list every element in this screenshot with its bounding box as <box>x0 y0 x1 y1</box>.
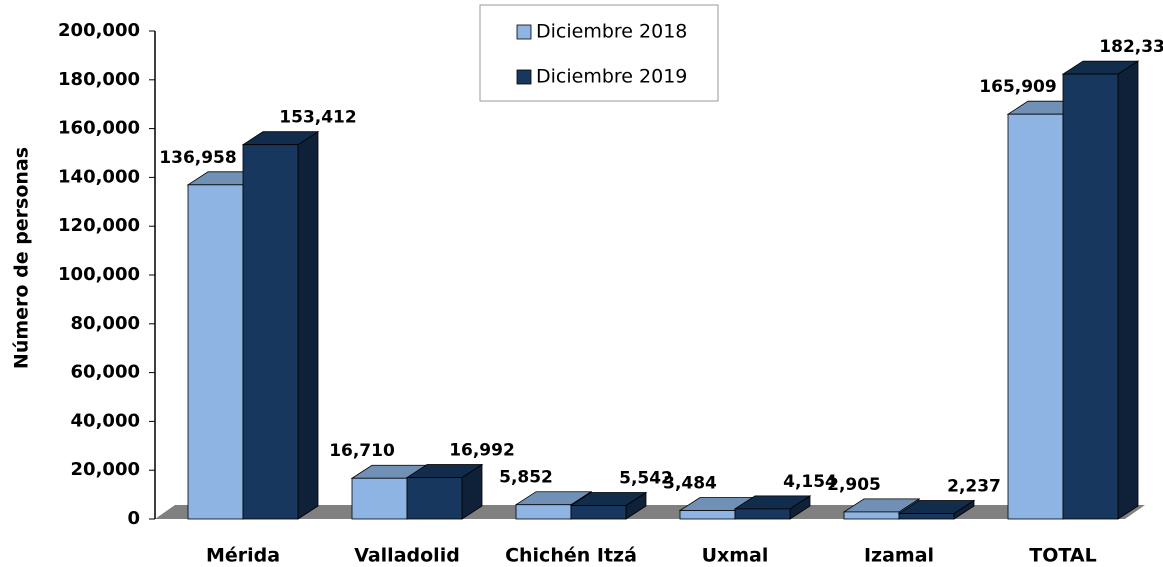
bar <box>570 505 627 520</box>
value-label: 165,909 <box>979 77 1056 97</box>
value-label: 5,852 <box>499 468 553 488</box>
value-label: 5,542 <box>619 468 673 488</box>
bar <box>242 144 299 520</box>
y-tick-label: 120,000 <box>58 215 140 236</box>
bar-side <box>1117 60 1139 520</box>
legend-label: Diciembre 2018 <box>536 21 687 43</box>
bar <box>406 477 463 520</box>
x-tick-label: Izamal <box>864 545 934 567</box>
y-tick-label: 200,000 <box>58 20 140 41</box>
y-tick-label: 180,000 <box>58 69 140 90</box>
bar <box>898 513 955 520</box>
x-tick-label: Valladolid <box>354 545 460 567</box>
x-tick-label: TOTAL <box>1029 545 1096 567</box>
value-label: 2,237 <box>947 477 1001 497</box>
value-label: 4,154 <box>783 472 837 492</box>
x-tick-label: Mérida <box>206 545 280 567</box>
legend-swatch <box>516 69 532 85</box>
bar <box>843 511 900 520</box>
bar <box>187 184 244 520</box>
bar <box>1062 73 1119 520</box>
y-tick-label: 140,000 <box>58 166 140 187</box>
x-tick-label: Chichén Itzá <box>505 545 637 567</box>
y-tick-label: 20,000 <box>71 459 140 480</box>
y-axis-label: Número de personas <box>11 147 33 369</box>
value-label: 136,958 <box>159 148 236 168</box>
bar <box>734 508 791 520</box>
y-tick-label: 40,000 <box>71 410 140 431</box>
bar-side <box>297 130 319 520</box>
value-label: 16,992 <box>449 441 515 461</box>
value-label: 182,337 <box>1099 37 1163 57</box>
legend-label: Diciembre 2019 <box>536 66 687 88</box>
y-tick-label: 0 <box>127 508 140 529</box>
bar <box>351 477 408 520</box>
value-label: 16,710 <box>329 441 395 461</box>
bar <box>1007 113 1064 520</box>
x-tick-label: Uxmal <box>702 545 769 567</box>
y-tick-label: 160,000 <box>58 118 140 139</box>
value-label: 153,412 <box>279 108 356 128</box>
y-tick-label: 100,000 <box>58 264 140 285</box>
value-label: 3,484 <box>663 473 717 493</box>
legend-swatch <box>516 24 532 40</box>
legend-box <box>479 4 719 102</box>
bar <box>515 504 572 520</box>
value-label: 2,905 <box>827 475 881 495</box>
bar <box>679 510 736 520</box>
y-tick-label: 60,000 <box>71 362 140 383</box>
y-tick-label: 80,000 <box>71 313 140 334</box>
